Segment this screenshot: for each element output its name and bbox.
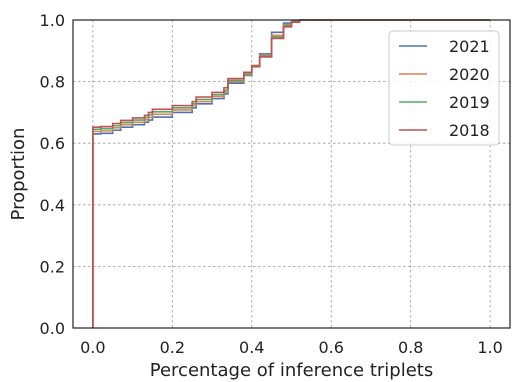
- legend-label: 2021: [449, 37, 490, 56]
- y-tick-label: 0.0: [40, 319, 65, 338]
- x-tick-label: 1.0: [477, 338, 502, 357]
- legend-label: 2018: [449, 121, 490, 140]
- legend-label: 2020: [449, 65, 490, 84]
- y-tick-label: 0.8: [40, 73, 65, 92]
- plot-frame: [72, 19, 511, 329]
- y-tick-label: 1.0: [40, 11, 65, 30]
- x-axis-label: Percentage of inference triplets: [150, 360, 433, 381]
- series-lines: [92, 19, 491, 328]
- y-tick-label: 0.6: [40, 134, 65, 153]
- x-tick-label: 0.6: [319, 338, 344, 357]
- x-tick-label: 0.2: [160, 338, 185, 357]
- series-line-2018: [92, 19, 491, 328]
- tick-labels: 0.0 0.2 0.4 0.6 0.8 1.0 0.0 0.2 0.4 0.6 0.8 1.0: [40, 11, 503, 357]
- x-tick-label: 0.4: [239, 338, 264, 357]
- y-axis-label: Proportion: [8, 128, 29, 221]
- legend-label: 2019: [449, 93, 490, 112]
- x-tick-label: 0.0: [80, 338, 105, 357]
- legend: 2021 2020 2019 2018: [388, 30, 500, 146]
- y-tick-label: 0.4: [40, 196, 65, 215]
- legend-box: [388, 30, 500, 146]
- y-tick-label: 0.2: [40, 257, 65, 276]
- x-tick-label: 0.8: [398, 338, 423, 357]
